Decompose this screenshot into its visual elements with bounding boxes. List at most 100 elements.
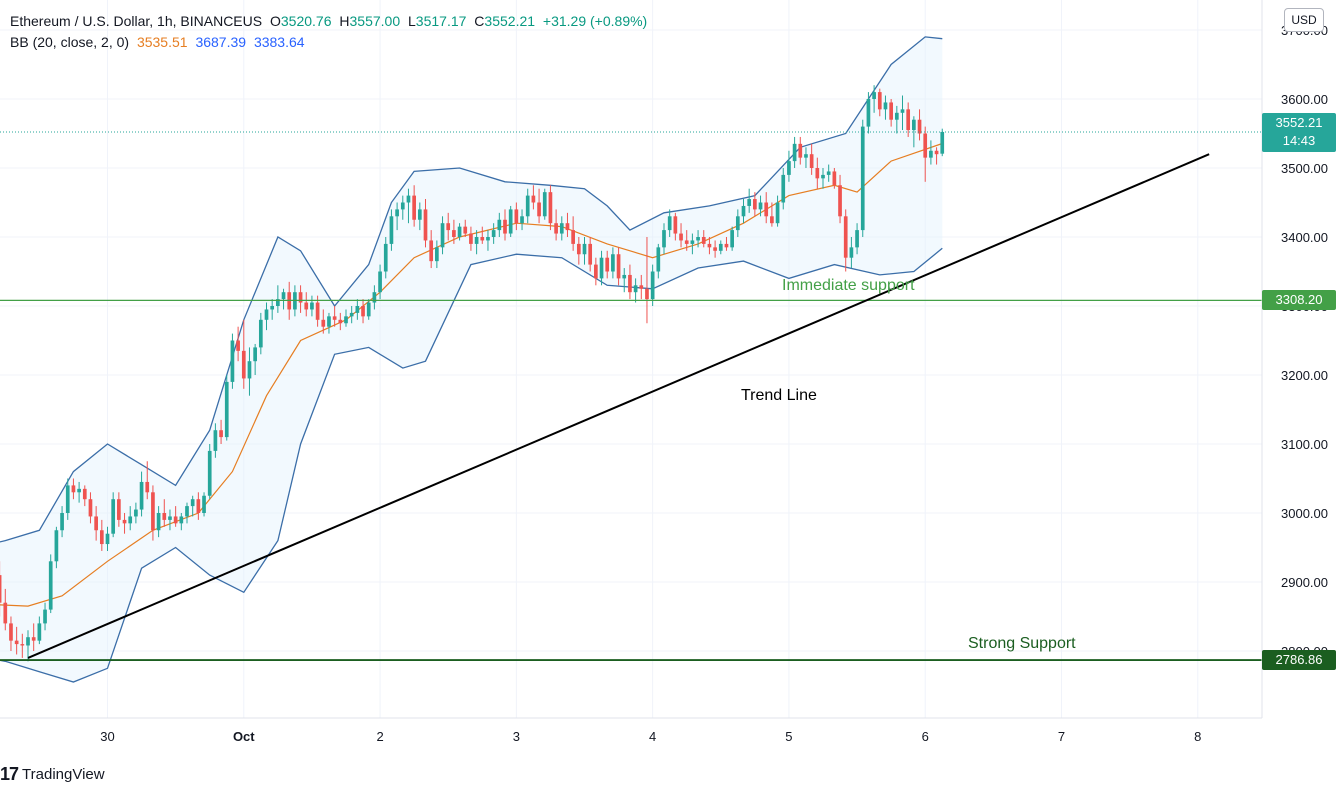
open-value: 3520.76 xyxy=(280,13,332,29)
candle xyxy=(213,423,218,458)
candle xyxy=(264,302,269,331)
candle xyxy=(281,288,286,310)
candle-body xyxy=(236,340,240,351)
candle-body xyxy=(99,530,104,545)
candle-body xyxy=(276,299,280,306)
candle-body xyxy=(503,219,507,234)
candle xyxy=(872,85,876,113)
candle-body xyxy=(0,575,2,603)
symbol-title[interactable]: Ethereum / U.S. Dollar, 1h, BINANCEUS xyxy=(10,13,263,29)
candle xyxy=(0,561,2,617)
candle xyxy=(43,602,47,631)
candle xyxy=(690,233,695,255)
candle-body xyxy=(230,340,235,382)
candle xyxy=(366,299,371,320)
candle-body xyxy=(241,350,246,379)
candle xyxy=(747,188,752,213)
candle xyxy=(696,230,700,248)
candle-body xyxy=(594,264,598,279)
candle-body xyxy=(372,292,377,303)
candle xyxy=(3,588,8,631)
bollinger-band-fill xyxy=(0,36,943,682)
candle xyxy=(656,243,661,279)
candle xyxy=(378,264,382,300)
candle-body xyxy=(43,609,47,624)
candle xyxy=(372,285,377,310)
candle-body xyxy=(60,513,64,531)
low-value: 3517.17 xyxy=(415,13,467,29)
candle-body xyxy=(117,499,121,520)
candle-body xyxy=(934,150,939,155)
candle-body xyxy=(497,219,502,231)
candle xyxy=(48,554,53,614)
candle xyxy=(82,485,87,507)
candle-body xyxy=(281,292,286,300)
candle xyxy=(559,216,564,241)
candle xyxy=(14,626,19,655)
candle xyxy=(173,506,178,527)
candle-body xyxy=(900,109,905,113)
candle xyxy=(735,209,740,237)
candle xyxy=(582,237,587,265)
candle-body xyxy=(514,209,519,224)
candle xyxy=(310,295,314,317)
candle-body xyxy=(713,247,717,251)
candle xyxy=(860,119,865,237)
candle-body xyxy=(82,488,87,500)
candle-body xyxy=(315,302,320,320)
candle-body xyxy=(775,202,780,224)
candle-body xyxy=(156,513,161,531)
candle-body xyxy=(707,243,712,248)
candle-body xyxy=(349,312,354,317)
trend-line[interactable] xyxy=(27,153,1210,659)
immediate-support-tag: 3308.20 xyxy=(1262,290,1336,311)
candle xyxy=(99,519,104,551)
bb-indicator-label[interactable]: BB (20, close, 2, 0) xyxy=(10,34,130,50)
candle xyxy=(207,444,212,500)
candle xyxy=(753,192,757,217)
candle xyxy=(117,492,121,527)
price-tick-label: 3100.00 xyxy=(1281,437,1328,452)
candle xyxy=(145,461,150,500)
candle xyxy=(151,485,155,541)
candle xyxy=(429,230,434,269)
candle-body xyxy=(906,109,911,131)
candle-body xyxy=(645,288,649,300)
candle xyxy=(741,199,746,224)
candle-body xyxy=(14,640,19,645)
tradingview-logo[interactable]: 17 TradingView xyxy=(0,764,105,785)
tradingview-logo-icon: 17 xyxy=(0,764,19,784)
price-tick-label: 3000.00 xyxy=(1281,506,1328,521)
candle xyxy=(276,285,280,313)
candle-body xyxy=(673,216,678,234)
candle xyxy=(400,195,405,220)
candle xyxy=(406,188,411,224)
candle-body xyxy=(855,230,859,248)
candle xyxy=(616,247,621,286)
candle-body xyxy=(679,233,683,241)
time-axis[interactable]: 30 Oct 2 3 4 5 6 7 8 xyxy=(100,729,1201,744)
candle-body xyxy=(105,533,110,545)
candle xyxy=(389,209,394,251)
candle xyxy=(571,216,575,251)
candle xyxy=(9,616,13,651)
candle xyxy=(344,309,348,327)
chart-legend: Ethereum / U.S. Dollar, 1h, BINANCEUS O3… xyxy=(10,11,651,53)
candle xyxy=(781,168,786,210)
candle xyxy=(338,312,343,331)
candle xyxy=(508,205,513,237)
currency-badge[interactable]: USD xyxy=(1284,8,1324,32)
candle xyxy=(855,223,859,255)
candle xyxy=(758,195,763,217)
candle xyxy=(37,616,42,645)
candle xyxy=(628,264,632,300)
candle-body xyxy=(219,430,223,438)
candle xyxy=(770,202,774,227)
bb-upper-value: 3687.39 xyxy=(195,34,247,50)
candle-body xyxy=(877,92,882,110)
candle xyxy=(491,223,496,244)
candle-body xyxy=(65,485,70,513)
immediate-support-label: Immediate support xyxy=(782,277,915,294)
candle xyxy=(480,226,485,244)
